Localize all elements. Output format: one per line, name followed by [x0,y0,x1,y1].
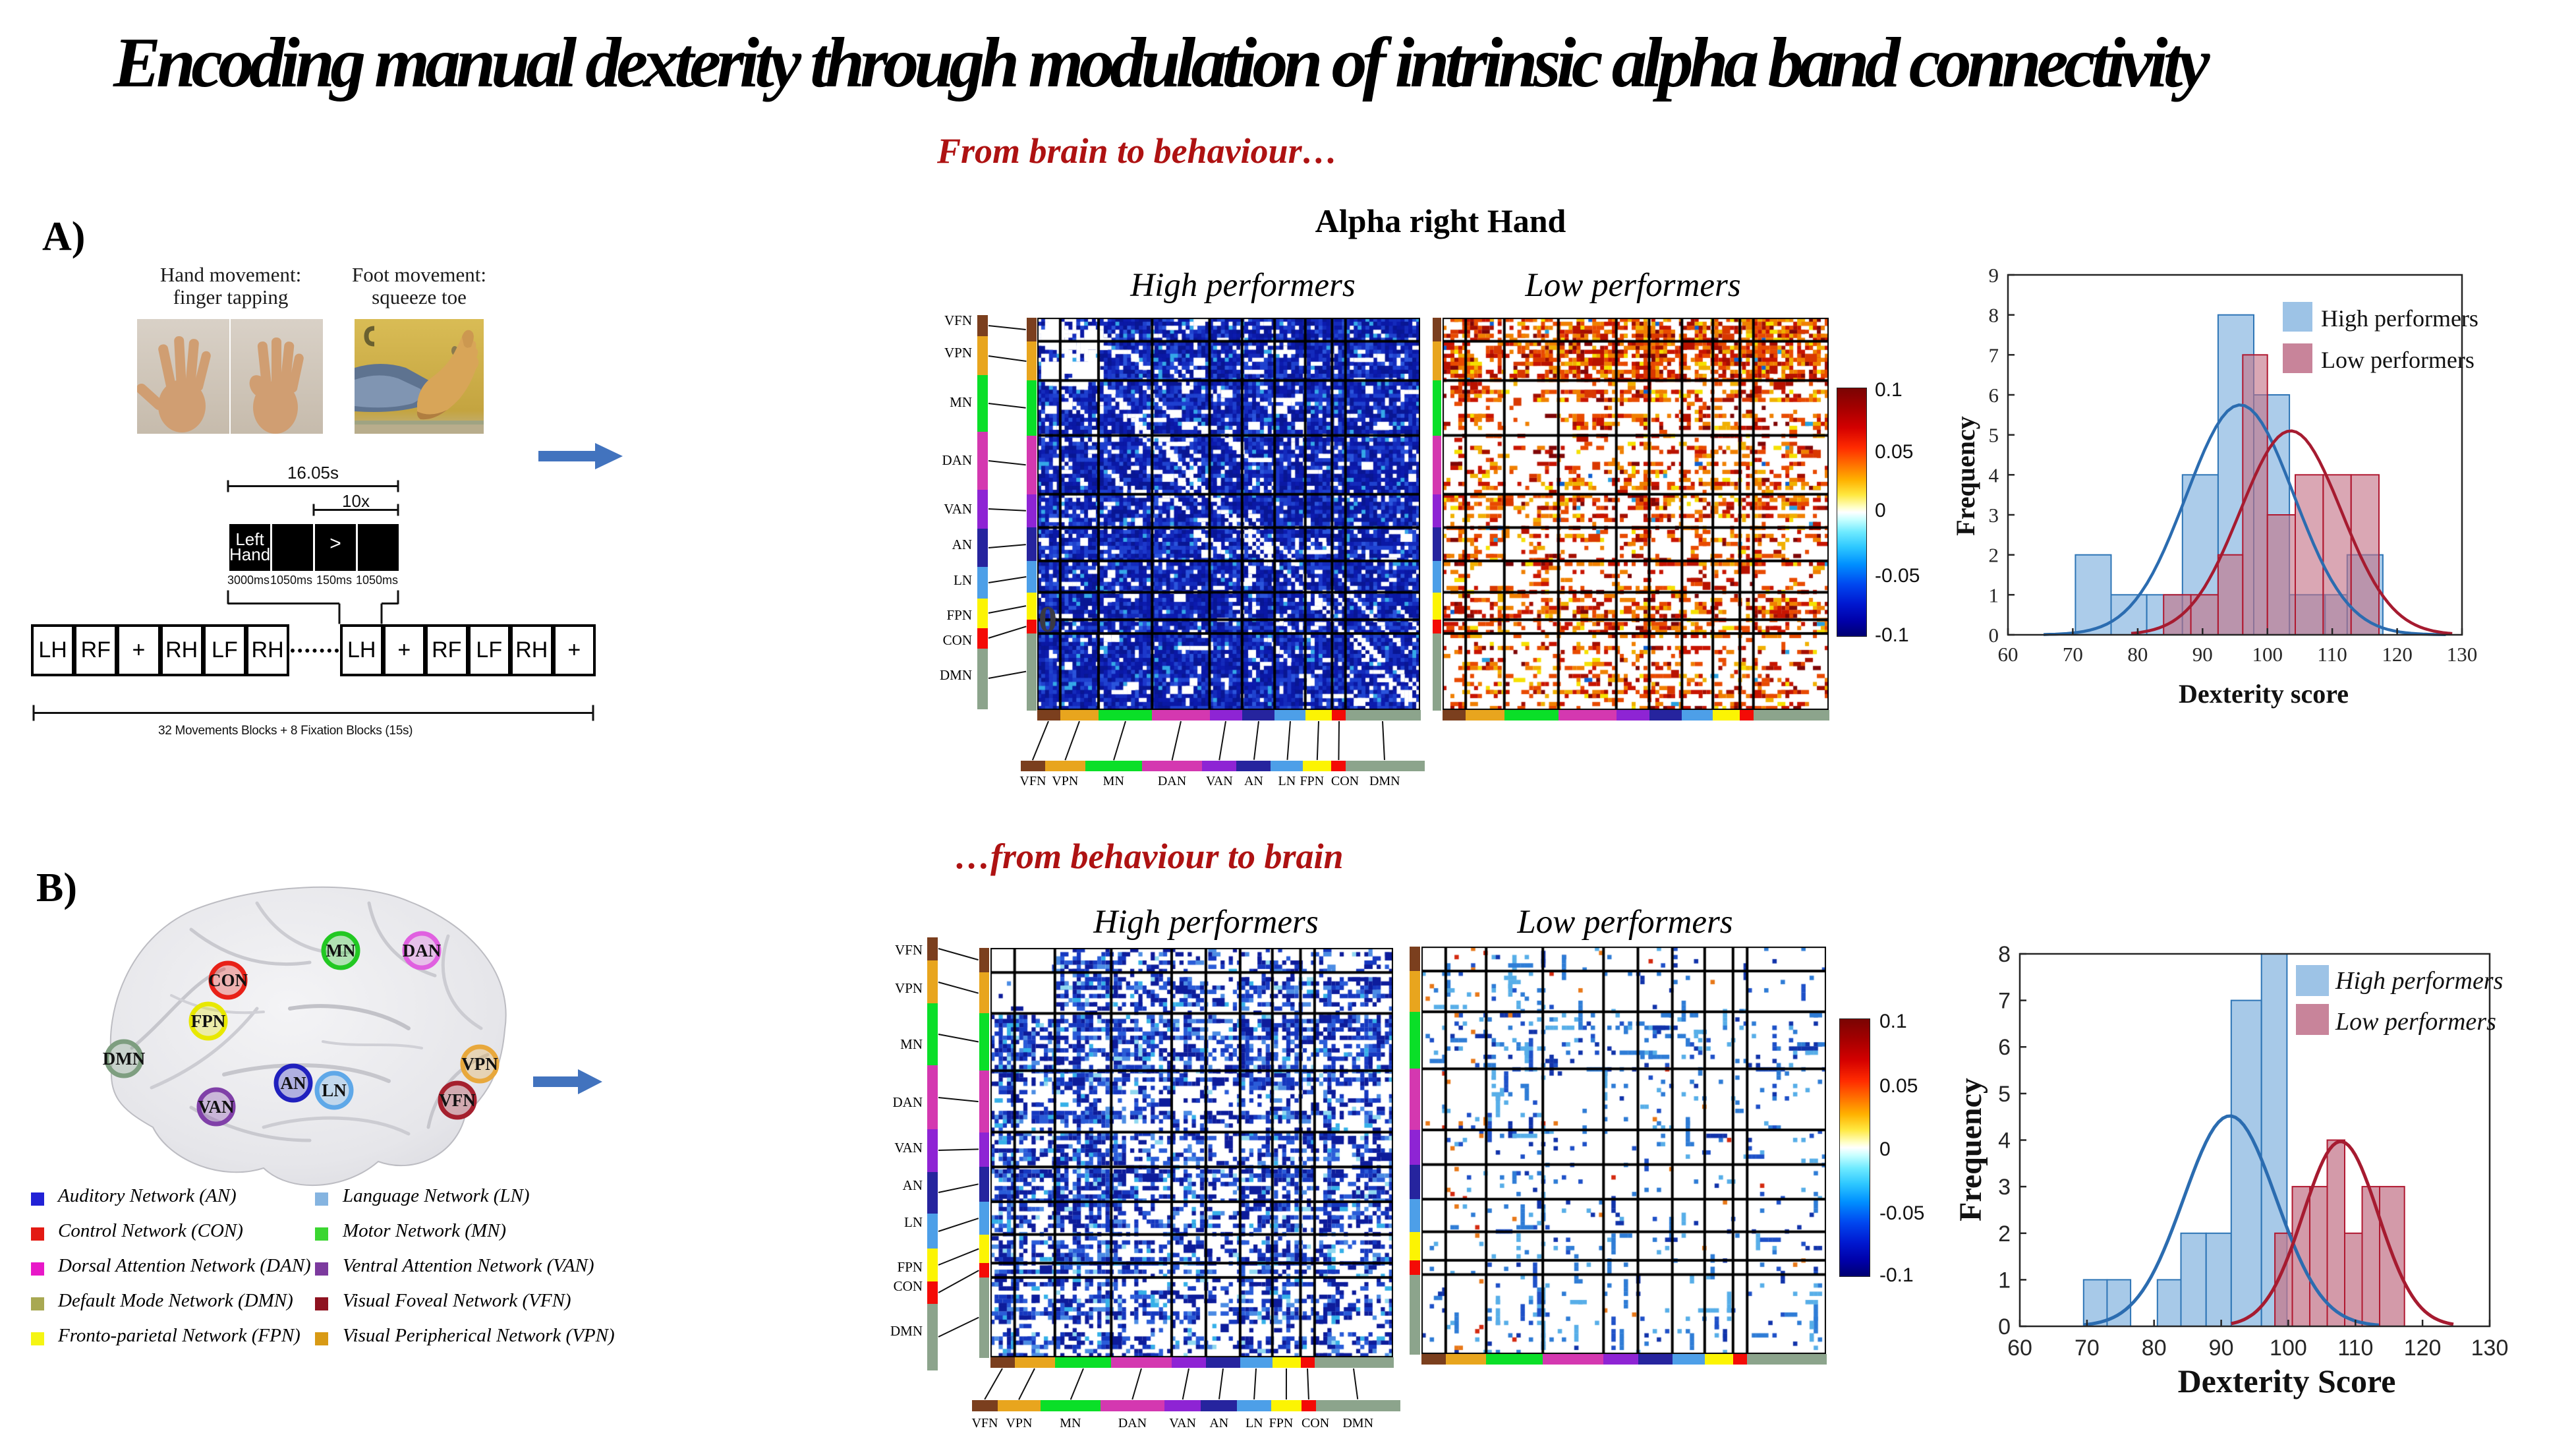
svg-text:9: 9 [1989,264,1999,287]
svg-text:1: 1 [1989,583,1999,606]
svg-text:90: 90 [2209,1336,2234,1361]
svg-text:VAN: VAN [198,1097,235,1117]
svg-text:4: 4 [1989,463,1999,486]
svg-text:LN: LN [322,1080,347,1100]
svg-text:Low performers: Low performers [2335,1008,2496,1036]
svg-text:0: 0 [1989,624,1999,647]
svg-text:70: 70 [2075,1336,2100,1361]
svg-text:FPN: FPN [191,1011,226,1031]
svg-text:70: 70 [2063,643,2083,666]
svg-text:Dexterity score: Dexterity score [2179,679,2349,709]
svg-text:7: 7 [1989,343,1999,367]
svg-text:4: 4 [1998,1129,2011,1154]
svg-text:110: 110 [2317,643,2347,666]
svg-text:5: 5 [1989,424,1999,447]
svg-text:100: 100 [2252,643,2283,666]
svg-text:60: 60 [2007,1336,2032,1361]
svg-text:8: 8 [1998,942,2011,967]
svg-text:Low performers: Low performers [2321,347,2475,373]
svg-text:130: 130 [2471,1336,2509,1361]
svg-text:3: 3 [1989,504,1999,527]
svg-text:High performers: High performers [2335,967,2503,995]
svg-text:90: 90 [2192,643,2213,666]
svg-text:2: 2 [1998,1221,2011,1247]
svg-text:MN: MN [326,941,356,960]
svg-text:VFN: VFN [439,1090,476,1110]
svg-text:5: 5 [1998,1082,2011,1107]
svg-text:120: 120 [2382,643,2413,666]
svg-text:DAN: DAN [403,941,442,960]
svg-text:60: 60 [1998,643,2018,666]
svg-text:2: 2 [1989,544,1999,567]
svg-text:7: 7 [1998,989,2011,1014]
svg-text:110: 110 [2337,1336,2373,1361]
svg-text:6: 6 [1989,384,1999,407]
svg-text:8: 8 [1989,304,1999,327]
svg-text:80: 80 [2142,1336,2167,1361]
svg-text:6: 6 [1998,1035,2011,1060]
svg-text:High performers: High performers [2321,305,2478,332]
svg-text:CON: CON [208,970,248,990]
svg-text:120: 120 [2404,1336,2442,1361]
svg-text:1: 1 [1998,1268,2011,1293]
svg-text:130: 130 [2447,643,2478,666]
svg-text:VPN: VPN [461,1054,498,1074]
svg-text:AN: AN [281,1073,306,1093]
svg-text:3: 3 [1998,1175,2011,1200]
svg-text:Frequency: Frequency [1953,1078,1988,1221]
svg-text:0: 0 [1998,1314,2011,1339]
svg-text:Frequency: Frequency [1951,416,1980,535]
svg-text:Dexterity Score: Dexterity Score [2178,1363,2396,1399]
svg-text:100: 100 [2270,1336,2307,1361]
svg-text:80: 80 [2127,643,2148,666]
svg-text:DMN: DMN [103,1049,146,1069]
